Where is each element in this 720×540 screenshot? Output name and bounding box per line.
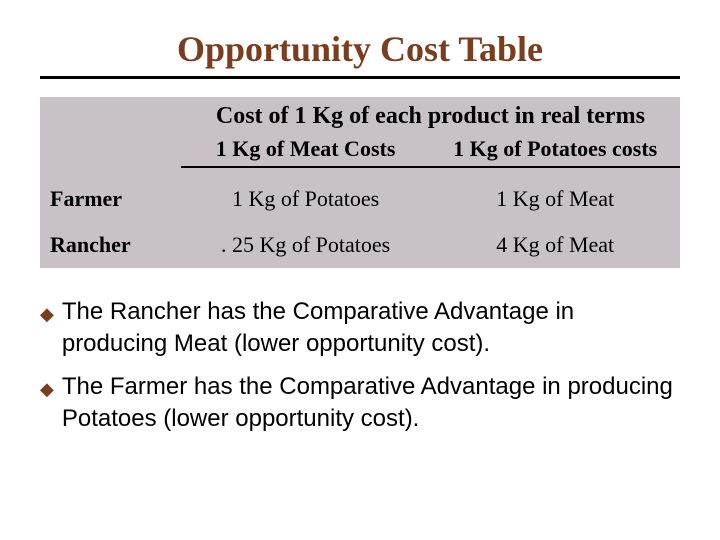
- table-sub-underline-1: [181, 167, 431, 176]
- table-sub-underline-2: [430, 167, 680, 176]
- slide-title: Opportunity Cost Table: [40, 28, 680, 70]
- table-sub-blank: [40, 132, 181, 167]
- table-row-label: Rancher: [40, 222, 181, 268]
- table-cell-potato: 4 Kg of Meat: [430, 222, 680, 268]
- table-row-label: Farmer: [40, 176, 181, 222]
- table-subheader-row: 1 Kg of Meat Costs 1 Kg of Potatoes cost…: [40, 132, 680, 167]
- diamond-bullet-icon: ◆: [40, 302, 54, 326]
- slide: Opportunity Cost Table Cost of 1 Kg of e…: [0, 0, 720, 540]
- table-sub-underline-row: [40, 167, 680, 176]
- table-cell-meat: 1 Kg of Potatoes: [181, 176, 431, 222]
- table-row: Rancher . 25 Kg of Potatoes 4 Kg of Meat: [40, 222, 680, 268]
- table-header: Cost of 1 Kg of each product in real ter…: [181, 97, 680, 132]
- bullet-text: The Rancher has the Comparative Advantag…: [62, 296, 680, 361]
- title-underline: [40, 76, 680, 79]
- table-header-row: Cost of 1 Kg of each product in real ter…: [40, 97, 680, 132]
- bullet-list: ◆ The Rancher has the Comparative Advant…: [40, 296, 680, 436]
- table-sub-underline-blank: [40, 167, 181, 176]
- opportunity-cost-table: Cost of 1 Kg of each product in real ter…: [40, 97, 680, 268]
- table-sub-col2: 1 Kg of Potatoes costs: [430, 132, 680, 167]
- list-item: ◆ The Rancher has the Comparative Advant…: [40, 296, 680, 361]
- table-header-blank: [40, 97, 181, 132]
- table-cell-meat: . 25 Kg of Potatoes: [181, 222, 431, 268]
- table-row: Farmer 1 Kg of Potatoes 1 Kg of Meat: [40, 176, 680, 222]
- list-item: ◆ The Farmer has the Comparative Advanta…: [40, 371, 680, 436]
- table-sub-col1: 1 Kg of Meat Costs: [181, 132, 431, 167]
- diamond-bullet-icon: ◆: [40, 377, 54, 401]
- table-cell-potato: 1 Kg of Meat: [430, 176, 680, 222]
- bullet-text: The Farmer has the Comparative Advantage…: [62, 371, 680, 436]
